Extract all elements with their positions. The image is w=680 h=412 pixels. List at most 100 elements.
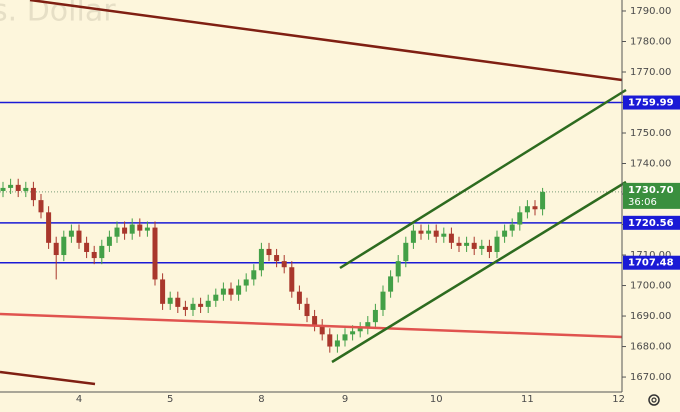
level-box: [623, 255, 680, 270]
gear[interactable]: [648, 394, 660, 406]
candle-body: [327, 334, 333, 347]
candle-body: [122, 227, 128, 234]
candle-body: [76, 230, 82, 243]
level-box: [623, 95, 680, 110]
candle-body: [486, 245, 492, 252]
candle-body: [448, 233, 454, 243]
settings-icon[interactable]: [648, 394, 660, 406]
price-label: 1730.70: [628, 185, 674, 196]
candle-body: [357, 328, 363, 332]
candle-body: [494, 236, 500, 252]
candle-body: [175, 297, 181, 307]
candle-body: [220, 288, 226, 295]
candle-body: [532, 206, 538, 210]
candle-body: [471, 242, 477, 249]
candle-body: [190, 303, 196, 310]
candle-body: [524, 206, 530, 213]
candle-body: [380, 291, 386, 310]
trend-line: [0, 370, 96, 386]
candle-body: [182, 306, 188, 310]
candle-body: [289, 267, 295, 292]
candle-body: [464, 242, 470, 246]
y-tick-label: 1710.00: [630, 250, 671, 261]
candle-body: [251, 270, 257, 280]
candle-body: [426, 230, 432, 234]
candle-body: [84, 242, 90, 252]
candle-body: [205, 300, 211, 307]
level-label: 1720.56: [628, 218, 674, 229]
drawings: [0, 0, 627, 386]
candle-body: [410, 230, 416, 243]
y-tick-label: 1790.00: [630, 6, 671, 17]
candle-body: [258, 248, 264, 271]
candle-body: [15, 184, 21, 191]
candle-body: [441, 233, 447, 237]
candle-body: [334, 340, 340, 347]
candle-body: [418, 230, 424, 234]
y-tick-label: 1740.00: [630, 159, 671, 170]
channel-line: [331, 180, 627, 364]
y-tick-label: 1690.00: [630, 311, 671, 322]
x-tick-label: 11: [521, 394, 534, 405]
x-tick-label: 10: [430, 394, 443, 405]
x-tick-label: 5: [167, 394, 173, 405]
candle-body: [403, 242, 409, 262]
candle-body: [144, 227, 150, 231]
candle-body: [152, 227, 158, 280]
y-tick-label: 1780.00: [630, 36, 671, 47]
candle-body: [266, 248, 272, 256]
channel-line: [339, 88, 627, 270]
candle-body: [365, 322, 371, 329]
candle-body: [61, 236, 67, 256]
candle-body: [372, 309, 378, 323]
candle-body: [0, 187, 6, 191]
candle-body: [129, 224, 135, 234]
candle-body: [106, 236, 112, 246]
candle-body: [509, 224, 515, 231]
candle-body: [213, 294, 219, 301]
candle-body: [46, 212, 52, 243]
candle-body: [243, 279, 249, 286]
candle-body: [319, 325, 325, 335]
candle-body: [342, 334, 348, 341]
candle-body: [8, 184, 14, 188]
level-box: [623, 215, 680, 230]
x-tick-label: 4: [76, 394, 82, 405]
y-tick-label: 1700.00: [630, 281, 671, 292]
candle-body: [114, 227, 120, 237]
candle-body: [304, 303, 310, 317]
countdown-label: 36:06: [628, 197, 657, 208]
axis: 1670.00 1680.00 1690.00 1700.00 1710.00 1720.…: [76, 6, 680, 405]
candle-body: [433, 230, 439, 237]
y-tick-label: 1680.00: [630, 342, 671, 353]
x-tick-label: 8: [258, 394, 264, 405]
candle-body: [228, 288, 234, 295]
candle-body: [456, 242, 462, 246]
candle-body: [68, 230, 74, 237]
plot-area: [0, 101, 622, 353]
level-label: 1707.48: [628, 258, 674, 269]
candle-body: [274, 255, 280, 262]
candle-body: [38, 200, 44, 213]
y-tick-label: 1750.00: [630, 128, 671, 139]
candle-body: [91, 251, 97, 259]
candle-body: [167, 297, 173, 304]
candle-body: [540, 191, 546, 210]
gear-hub: [651, 397, 657, 403]
trend-line: [0, 312, 623, 339]
candle-body: [388, 276, 394, 292]
candle-body: [160, 279, 166, 304]
y-tick-label: 1670.00: [630, 372, 671, 383]
candle-body: [350, 331, 356, 335]
x-tick-label: 9: [342, 394, 348, 405]
candle-body: [23, 187, 29, 191]
candle-body: [53, 242, 59, 256]
candle-body: [479, 245, 485, 249]
trend-line: [29, 0, 623, 82]
candle-body: [517, 212, 523, 225]
candle-body: [236, 285, 242, 295]
candle-body: [137, 224, 143, 231]
y-tick-label: 1770.00: [630, 67, 671, 78]
